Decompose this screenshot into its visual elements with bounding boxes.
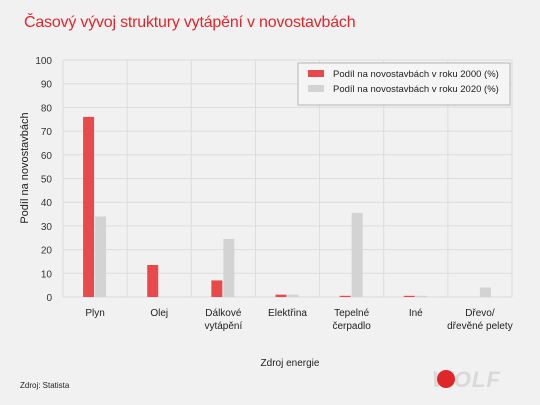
x-axis-ticks: Plyn Olej Dálkové vytápění Elektřina Tepelné č… — [85, 308, 512, 332]
x-tick-label: Dřevo/dřevěné pelety — [447, 308, 513, 332]
legend-label-0: Podíl na novostavbách v roku 2000 (%) — [333, 69, 499, 80]
y-tick-label: 80 — [41, 103, 53, 114]
bar-2000-1 — [147, 265, 159, 297]
x-tick-label: Plyn — [85, 308, 104, 319]
x-tick-label: Dálkové vytápění — [204, 308, 242, 332]
logo-dot — [437, 370, 455, 388]
x-axis-label: Zdroj energie — [261, 358, 320, 369]
x-tick-label: Elektřina — [268, 308, 307, 319]
y-tick-label: 50 — [41, 175, 53, 186]
source-note: Zdroj: Statista — [20, 381, 70, 390]
bar-2020-5 — [415, 295, 427, 297]
y-tick-label: 100 — [35, 56, 52, 67]
y-tick-label: 20 — [41, 246, 53, 257]
bar-2020-2 — [223, 238, 235, 297]
x-tick-label: Olej — [150, 308, 168, 319]
x-tick-label: Iné — [409, 308, 423, 319]
chart-title: Časový vývoj struktury vytápění v novost… — [24, 14, 356, 31]
legend-label-1: Podíl na novostavbách v roku 2020 (%) — [333, 84, 499, 95]
legend-box — [297, 62, 511, 106]
bar-2020-3 — [287, 294, 299, 297]
bars — [83, 116, 491, 297]
bar-2020-4 — [351, 212, 363, 297]
bar-2020-6 — [479, 287, 491, 297]
bar-2020-0 — [95, 216, 107, 297]
x-tick-label: Tepelné čerpadlo — [332, 308, 371, 332]
bar-2000-5 — [403, 295, 415, 297]
y-tick-label: 60 — [41, 151, 53, 162]
y-axis-label: Podíl na novostavbách — [19, 112, 31, 223]
bar-2000-2 — [211, 280, 223, 297]
gridlines — [62, 59, 513, 298]
y-tick-label: 40 — [41, 198, 53, 209]
bar-2000-0 — [83, 116, 95, 297]
bar-2000-3 — [275, 294, 287, 297]
y-tick-label: 30 — [41, 222, 53, 233]
wolf-logo: WOLF — [432, 366, 512, 394]
y-tick-label: 90 — [41, 80, 53, 91]
legend: Podíl na novostavbách v roku 2000 (%) Pod… — [297, 62, 511, 106]
bar-2000-4 — [339, 295, 351, 297]
y-tick-label: 10 — [41, 269, 53, 280]
legend-swatch-0 — [308, 70, 324, 77]
y-axis-ticks: 0 10 20 30 40 50 60 70 80 90 100 — [35, 56, 52, 304]
legend-swatch-1 — [308, 85, 324, 92]
y-tick-label: 70 — [41, 127, 53, 138]
y-tick-label: 0 — [46, 293, 52, 304]
